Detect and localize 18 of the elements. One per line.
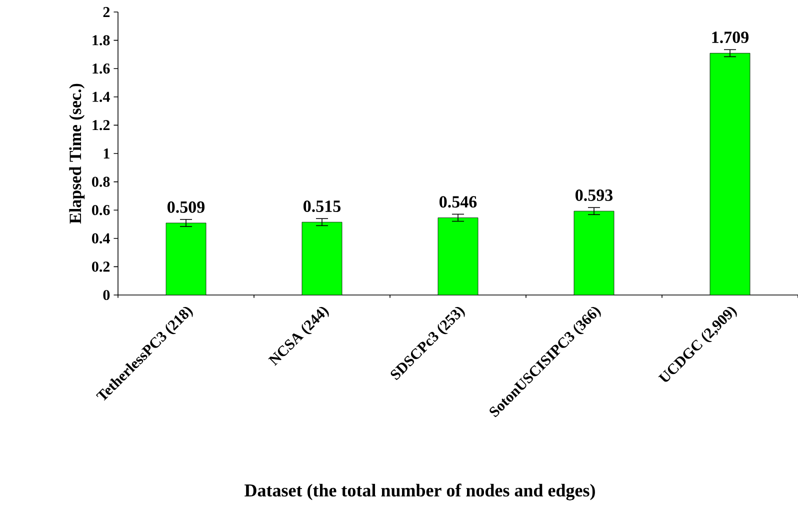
data-label: 1.709 bbox=[712, 32, 749, 44]
y-tick-label: 1.8 bbox=[92, 35, 110, 46]
y-tick-label: 0.6 bbox=[92, 205, 110, 216]
x-axis-title: Dataset (the total number of nodes and edges) bbox=[244, 484, 595, 500]
y-tick-label: 1.2 bbox=[92, 120, 110, 130]
y-tick-label: 2 bbox=[103, 7, 110, 17]
data-label: 0.515 bbox=[304, 200, 340, 212]
data-label: 0.593 bbox=[576, 189, 613, 202]
y-tick-label: 0.4 bbox=[92, 233, 110, 244]
y-tick-label: 1.4 bbox=[92, 92, 110, 102]
data-label: 0.546 bbox=[440, 196, 477, 208]
data-label: 0.509 bbox=[168, 201, 205, 213]
y-axis-title: Elapsed Time (sec.) bbox=[69, 84, 85, 224]
y-tick-label: 0.8 bbox=[92, 176, 110, 187]
y-tick-label: 1 bbox=[104, 148, 110, 158]
y-tick-label: 0 bbox=[103, 290, 110, 300]
y-tick-label: 1.6 bbox=[92, 64, 110, 74]
y-tick-label: 0.2 bbox=[92, 262, 110, 272]
